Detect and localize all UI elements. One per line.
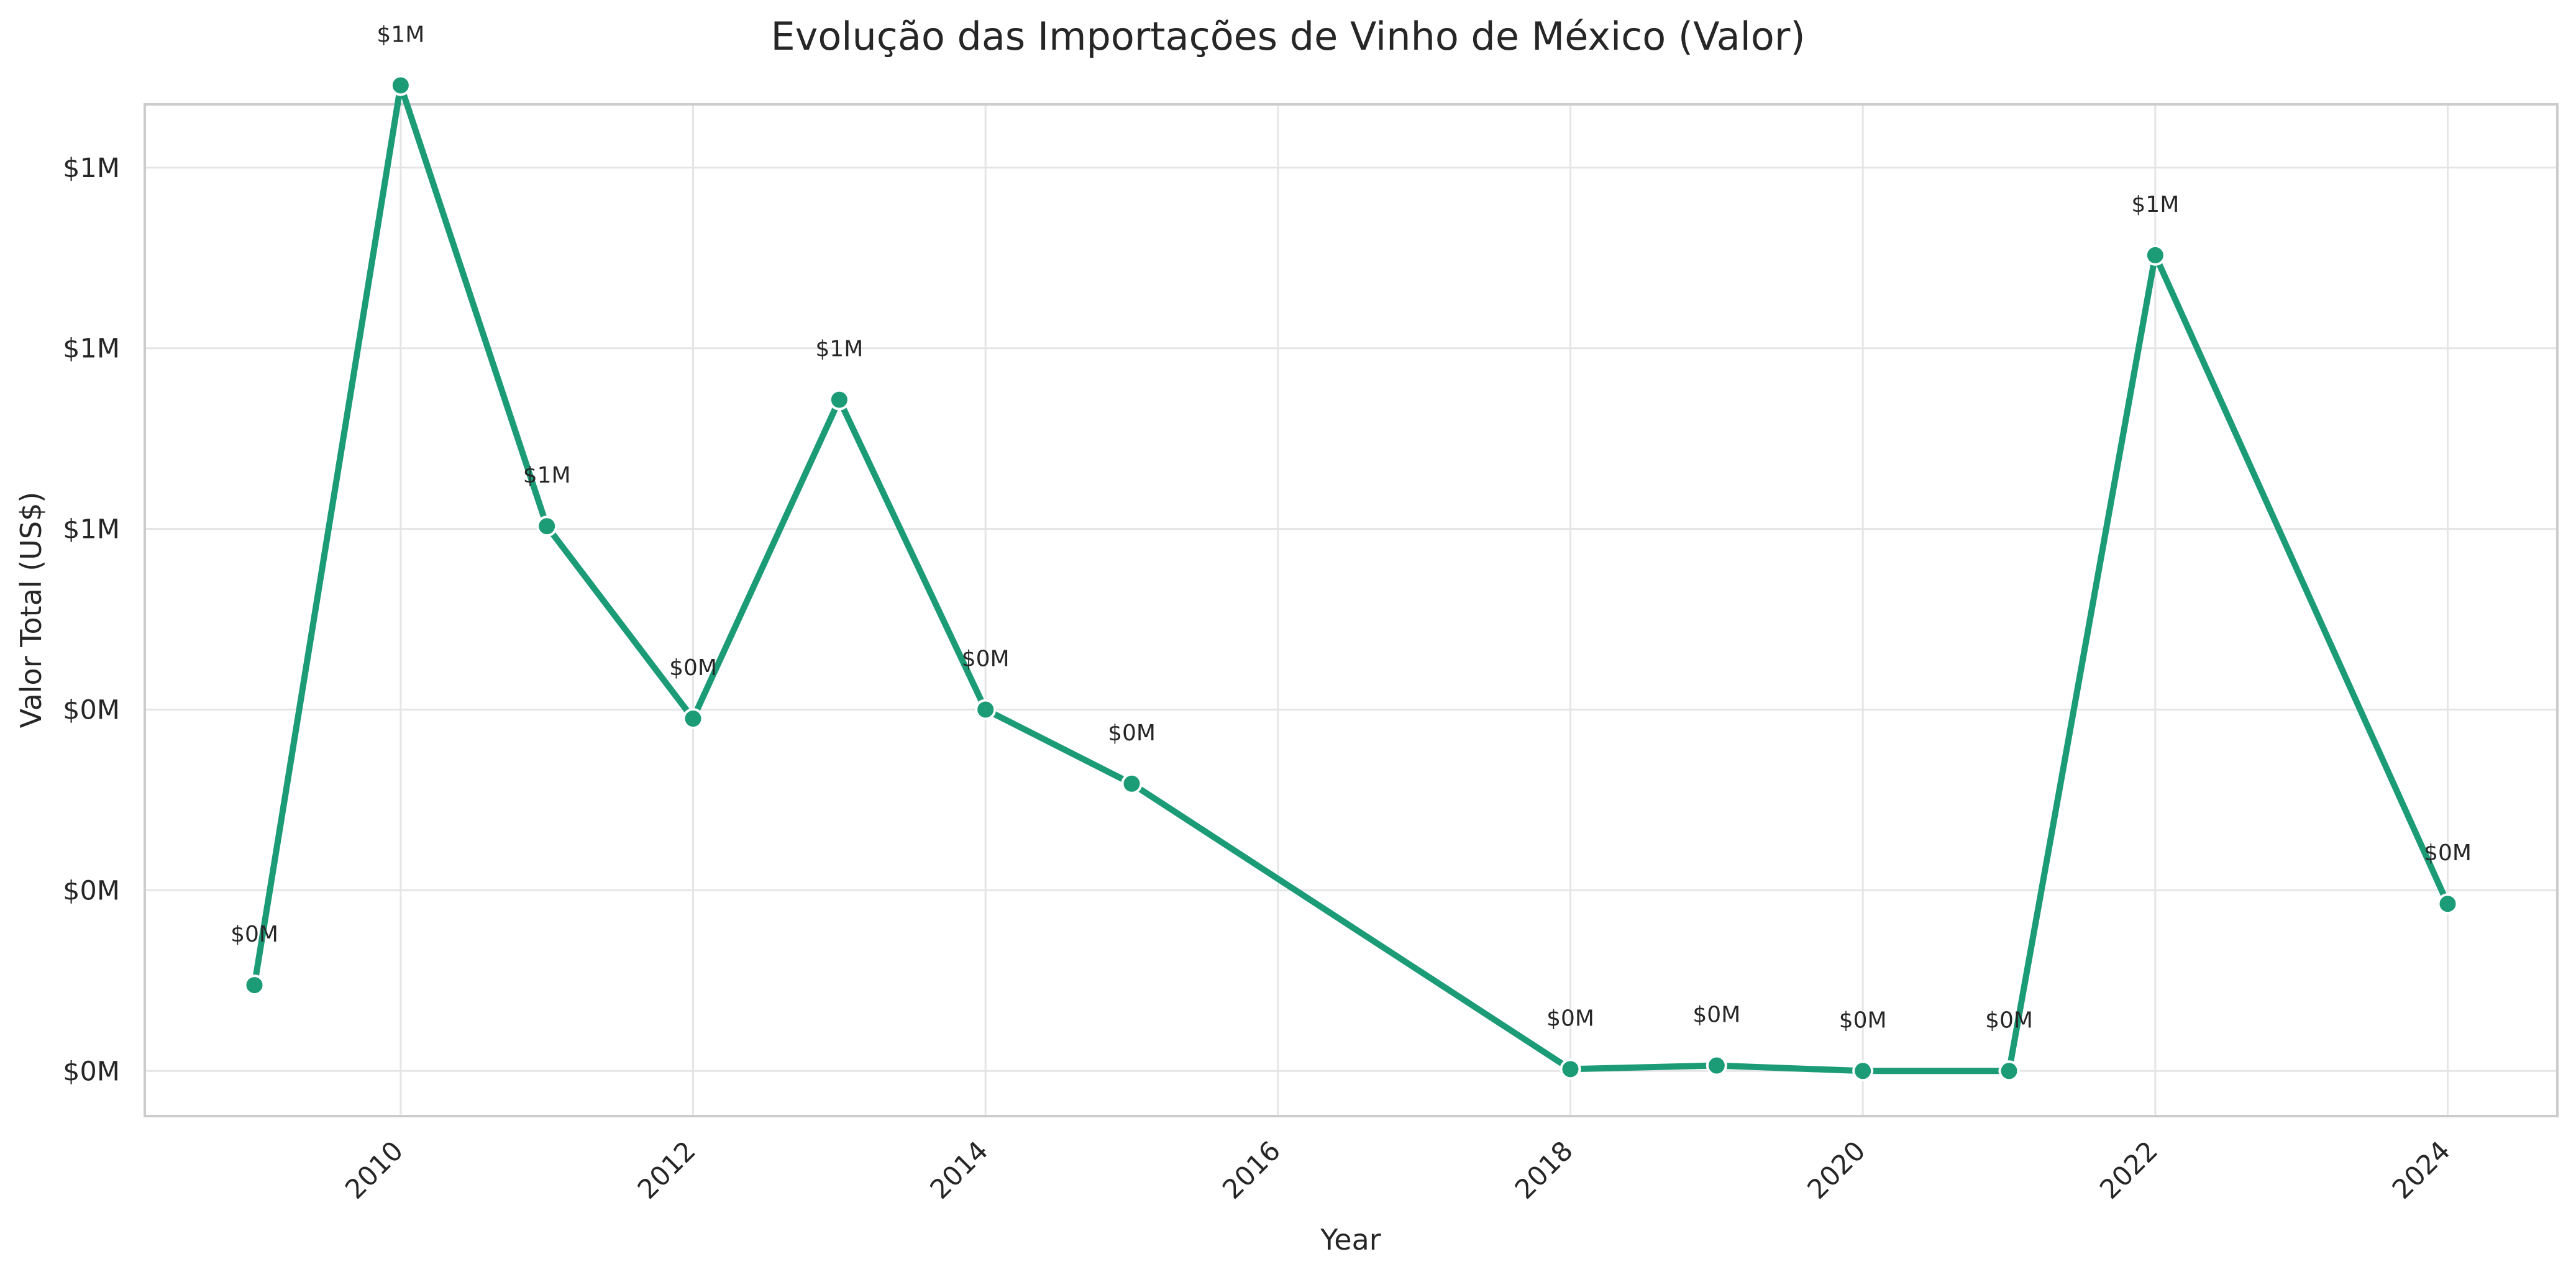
data-point [1852, 1060, 1874, 1082]
grid-lines [145, 104, 2557, 1116]
data-label: $0M [231, 922, 278, 947]
x-axis: 2010 2012 2014 2016 2018 2020 2022 2024 [339, 1135, 2456, 1206]
y-axis: $0M $0M $0M $1M $1M $1M [63, 153, 120, 1087]
y-tick-label: $1M [63, 153, 120, 184]
data-point [390, 75, 411, 96]
chart-title: Evolução das Importações de Vinho de Méx… [770, 14, 1805, 59]
x-tick-label: 2024 [2386, 1135, 2457, 1206]
data-point [1560, 1058, 1581, 1080]
y-tick-label: $0M [63, 694, 120, 725]
series-line-layer: $0M $1M $1M $0M $1M $0M $0M $0M $0M $0M $0M $1M $0M [231, 22, 2472, 1082]
data-point [828, 389, 850, 411]
plot-area-frame [144, 103, 2559, 1117]
data-label: $0M [1692, 1002, 1740, 1028]
x-tick-label: 2012 [632, 1135, 702, 1206]
data-point [536, 516, 558, 537]
data-label: $0M [1985, 1007, 2033, 1033]
x-tick-label: 2020 [1802, 1135, 1872, 1206]
data-label: $0M [1839, 1007, 1887, 1033]
data-point [1121, 773, 1143, 794]
x-tick-label: 2014 [925, 1135, 995, 1206]
y-tick-label: $0M [63, 875, 120, 906]
y-tick-label: $1M [63, 514, 120, 545]
data-label: $0M [962, 646, 1010, 671]
data-point [1998, 1060, 2020, 1082]
x-axis-label: Year [1320, 1223, 1381, 1256]
data-point [1706, 1055, 1727, 1076]
data-label: $0M [1546, 1006, 1594, 1031]
data-label: $0M [2424, 840, 2472, 866]
data-label: $1M [523, 463, 571, 488]
data-label: $1M [815, 337, 863, 362]
y-tick-label: $1M [63, 334, 120, 365]
y-axis-label: Valor Total (US$) [14, 492, 48, 729]
data-label: $0M [669, 655, 717, 681]
data-label: $0M [1108, 720, 1156, 746]
x-tick-label: 2016 [1217, 1135, 1287, 1206]
data-point [244, 974, 265, 996]
y-tick-label: $0M [63, 1056, 120, 1087]
x-tick-label: 2018 [1509, 1135, 1579, 1206]
data-point [682, 708, 704, 730]
data-label: $1M [377, 22, 424, 47]
x-tick-label: 2022 [2094, 1135, 2164, 1206]
data-point [975, 699, 997, 720]
data-label: $1M [2131, 192, 2179, 217]
data-point [2144, 244, 2166, 266]
data-point [2437, 893, 2459, 915]
series-line [251, 82, 2451, 1074]
x-tick-label: 2010 [339, 1135, 409, 1206]
